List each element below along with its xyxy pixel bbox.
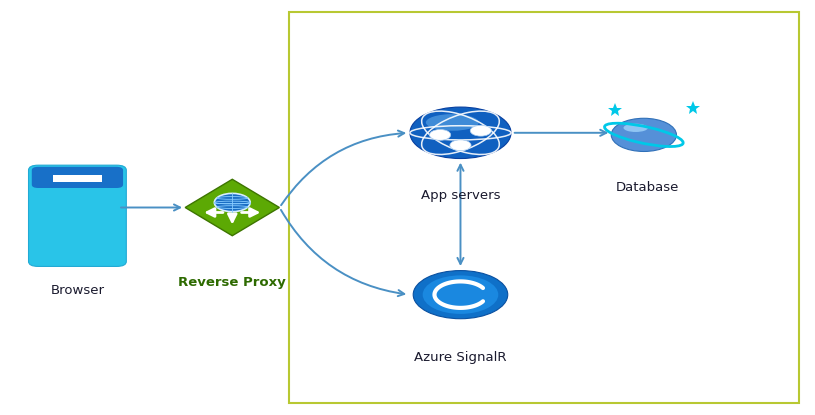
Circle shape <box>450 140 471 151</box>
Circle shape <box>470 125 491 136</box>
Polygon shape <box>185 179 280 236</box>
Text: Azure SignalR: Azure SignalR <box>414 351 507 364</box>
Ellipse shape <box>623 124 648 132</box>
Text: Reverse Proxy: Reverse Proxy <box>178 276 286 289</box>
Circle shape <box>423 276 498 314</box>
Text: Database: Database <box>616 181 680 193</box>
Circle shape <box>214 193 250 212</box>
Circle shape <box>413 271 508 319</box>
Text: App servers: App servers <box>421 189 500 202</box>
Ellipse shape <box>425 114 478 131</box>
Circle shape <box>410 107 511 159</box>
FancyBboxPatch shape <box>32 167 123 188</box>
Circle shape <box>430 129 451 140</box>
FancyBboxPatch shape <box>53 175 102 182</box>
Circle shape <box>611 118 676 151</box>
FancyBboxPatch shape <box>29 165 126 266</box>
FancyBboxPatch shape <box>38 177 117 185</box>
Text: Browser: Browser <box>51 284 104 297</box>
